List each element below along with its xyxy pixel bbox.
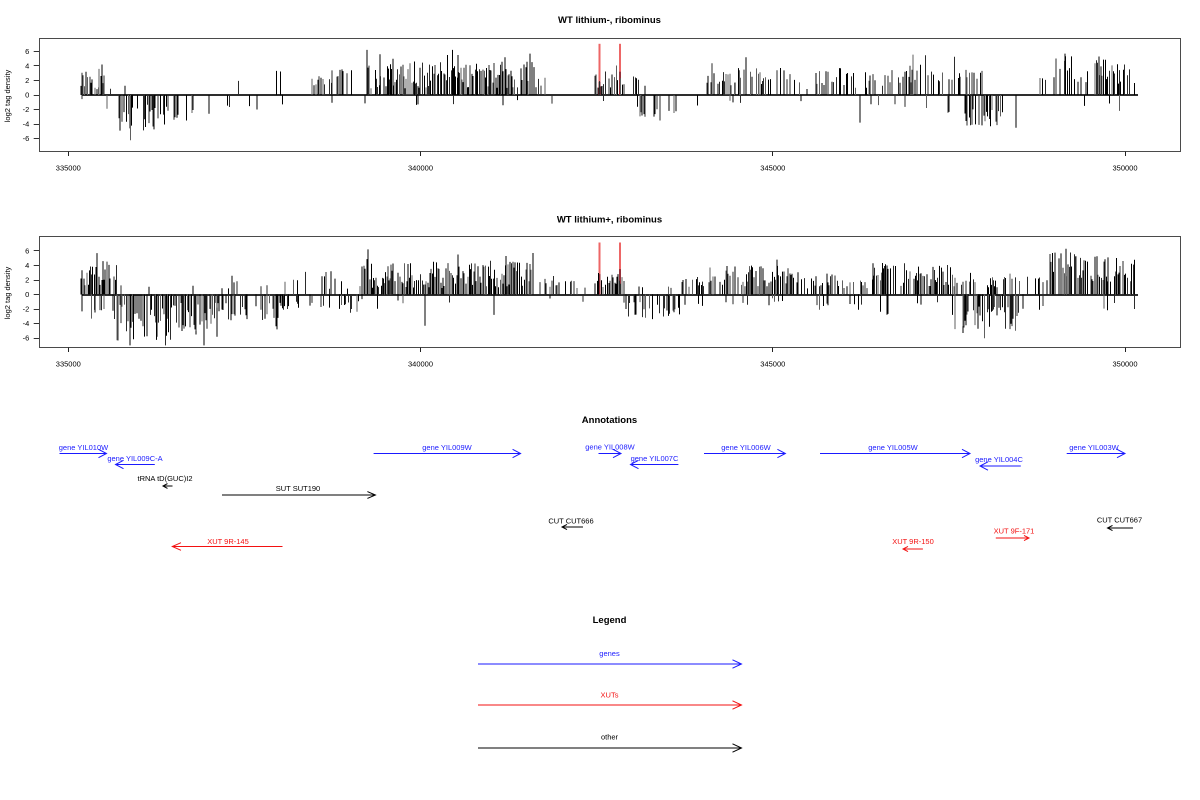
- svg-text:XUT 9R-145: XUT 9R-145: [207, 537, 249, 546]
- svg-text:350000: 350000: [1112, 359, 1137, 368]
- svg-text:6: 6: [25, 47, 29, 56]
- svg-text:335000: 335000: [56, 163, 81, 172]
- svg-text:4: 4: [25, 62, 29, 71]
- svg-text:gene YIL003W: gene YIL003W: [1069, 443, 1119, 452]
- svg-text:XUTs: XUTs: [601, 691, 619, 700]
- svg-text:other: other: [601, 733, 619, 742]
- svg-text:6: 6: [25, 247, 29, 256]
- svg-text:gene YIL006W: gene YIL006W: [721, 443, 771, 452]
- svg-text:gene YIL004C: gene YIL004C: [975, 455, 1023, 464]
- svg-text:2: 2: [25, 276, 29, 285]
- svg-text:gene YIL009C-A: gene YIL009C-A: [107, 454, 162, 463]
- svg-text:log2 tag density: log2 tag density: [3, 69, 12, 122]
- svg-text:345000: 345000: [760, 359, 785, 368]
- svg-text:350000: 350000: [1112, 163, 1137, 172]
- svg-text:340000: 340000: [408, 163, 433, 172]
- svg-text:gene YIL007C: gene YIL007C: [631, 454, 679, 463]
- svg-text:-4: -4: [23, 120, 30, 129]
- svg-text:WT lithium+, ribominus: WT lithium+, ribominus: [557, 215, 662, 226]
- svg-text:-6: -6: [23, 334, 30, 343]
- svg-text:340000: 340000: [408, 359, 433, 368]
- svg-text:gene YIL005W: gene YIL005W: [868, 443, 918, 452]
- svg-text:-2: -2: [23, 305, 30, 314]
- svg-text:-2: -2: [23, 105, 30, 114]
- svg-text:-6: -6: [23, 134, 30, 143]
- svg-text:SUT SUT190: SUT SUT190: [276, 484, 320, 493]
- svg-text:335000: 335000: [56, 359, 81, 368]
- svg-text:CUT CUT666: CUT CUT666: [548, 517, 593, 526]
- svg-text:XUT 9F-171: XUT 9F-171: [994, 527, 1035, 536]
- svg-text:-4: -4: [23, 319, 30, 328]
- svg-text:genes: genes: [599, 649, 620, 658]
- svg-text:345000: 345000: [760, 163, 785, 172]
- svg-text:WT lithium-, ribominus: WT lithium-, ribominus: [558, 15, 661, 26]
- svg-text:Legend: Legend: [593, 615, 627, 626]
- svg-text:2: 2: [25, 76, 29, 85]
- svg-text:gene YIL010W: gene YIL010W: [59, 443, 109, 452]
- svg-text:gene YIL008W: gene YIL008W: [585, 443, 635, 452]
- svg-text:4: 4: [25, 261, 29, 270]
- svg-text:tRNA tD(GUC)I2: tRNA tD(GUC)I2: [137, 474, 192, 483]
- svg-text:gene YIL009W: gene YIL009W: [422, 443, 472, 452]
- svg-text:log2 tag density: log2 tag density: [3, 266, 12, 319]
- svg-text:0: 0: [25, 290, 29, 299]
- svg-text:0: 0: [25, 91, 29, 100]
- svg-text:Annotations: Annotations: [582, 415, 637, 426]
- svg-text:XUT 9R-150: XUT 9R-150: [892, 537, 934, 546]
- svg-text:CUT CUT667: CUT CUT667: [1097, 516, 1142, 525]
